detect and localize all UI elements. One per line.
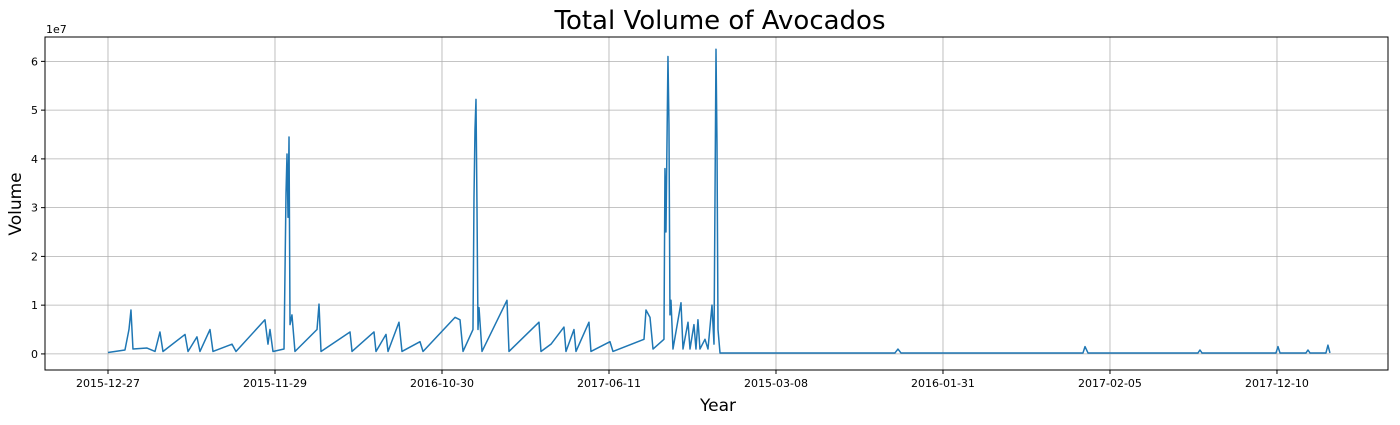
x-axis-label: Year bbox=[699, 396, 736, 416]
chart-title: Total Volume of Avocados bbox=[553, 6, 885, 36]
x-tick-label: 2017-12-10 bbox=[1245, 377, 1309, 390]
x-tick-label: 2015-11-29 bbox=[243, 377, 307, 390]
x-tick-label: 2017-02-05 bbox=[1078, 377, 1142, 390]
y-axis-label: Volume bbox=[6, 172, 26, 235]
y-tick-label: 0 bbox=[31, 348, 38, 361]
y-tick-label: 4 bbox=[31, 153, 38, 166]
y-tick-label: 3 bbox=[31, 202, 38, 215]
x-tick-label: 2016-01-31 bbox=[911, 377, 975, 390]
y-tick-label: 2 bbox=[31, 250, 38, 263]
y-offset-label: 1e7 bbox=[46, 23, 67, 36]
y-tick-label: 5 bbox=[31, 104, 38, 117]
x-tick-label: 2016-10-30 bbox=[410, 377, 474, 390]
data-line bbox=[107, 48, 1331, 354]
x-tick-label: 2017-06-11 bbox=[577, 377, 641, 390]
y-tick-label: 1 bbox=[31, 299, 38, 312]
plot-frame bbox=[44, 36, 1389, 371]
x-tick-label: 2015-03-08 bbox=[744, 377, 808, 390]
x-tick-label: 2015-12-27 bbox=[76, 377, 140, 390]
y-tick-label: 6 bbox=[31, 55, 38, 68]
